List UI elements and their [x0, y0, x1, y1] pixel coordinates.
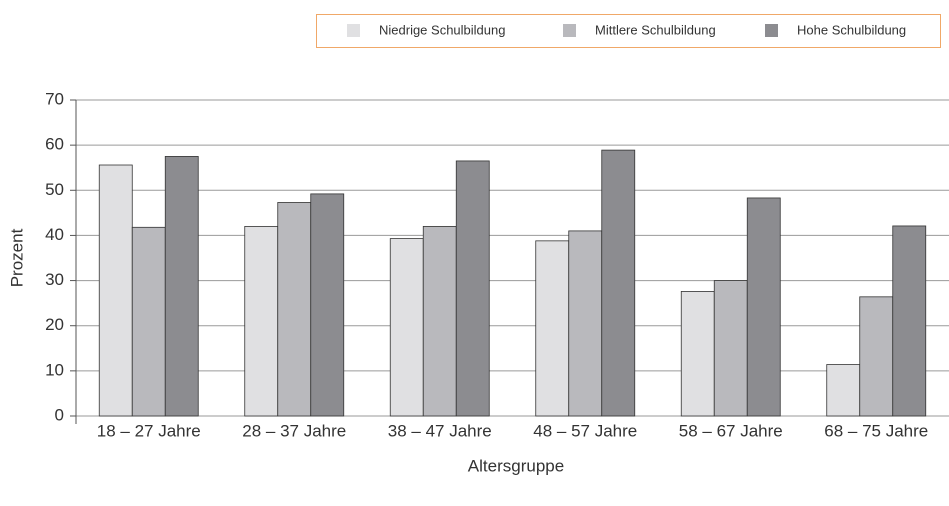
x-tick-label: 68 – 75 Jahre — [824, 421, 928, 440]
bar — [131, 226, 166, 417]
bar — [826, 364, 861, 417]
legend-label: Mittlere Schulbildung — [595, 22, 716, 37]
y-tick-label: 40 — [45, 225, 64, 244]
bar — [713, 280, 748, 417]
x-tick-label: 58 – 67 Jahre — [679, 421, 783, 440]
bar — [422, 225, 457, 417]
bar — [277, 202, 312, 417]
y-axis-label: Prozent — [7, 228, 26, 287]
bar — [601, 149, 636, 417]
y-tick-label: 30 — [45, 270, 64, 289]
legend-label: Hohe Schulbildung — [797, 22, 906, 37]
bar — [389, 238, 424, 417]
x-tick-label: 38 – 47 Jahre — [388, 421, 492, 440]
legend-box — [316, 14, 941, 48]
bar — [244, 225, 279, 417]
y-tick-label: 20 — [45, 315, 64, 334]
legend-label: Niedrige Schulbildung — [379, 22, 505, 37]
bar — [455, 160, 490, 417]
y-tick-label: 0 — [55, 405, 64, 424]
x-tick-label: 18 – 27 Jahre — [97, 421, 201, 440]
legend-swatch — [347, 24, 360, 37]
x-axis-label: Altersgruppe — [468, 456, 564, 475]
y-tick-label: 50 — [45, 180, 64, 199]
bar — [164, 156, 199, 417]
bar — [859, 296, 894, 417]
y-tick-label: 70 — [45, 89, 64, 108]
x-tick-label: 28 – 37 Jahre — [242, 421, 346, 440]
x-tick-label: 48 – 57 Jahre — [533, 421, 637, 440]
legend-swatch — [563, 24, 576, 37]
bar — [892, 225, 927, 417]
bar — [568, 230, 603, 417]
bar — [535, 240, 570, 417]
bar — [746, 197, 781, 417]
bar — [680, 291, 715, 417]
bar — [98, 164, 133, 417]
bar — [310, 193, 345, 417]
legend-swatch — [765, 24, 778, 37]
y-tick-label: 60 — [45, 135, 64, 154]
y-tick-label: 10 — [45, 360, 64, 379]
